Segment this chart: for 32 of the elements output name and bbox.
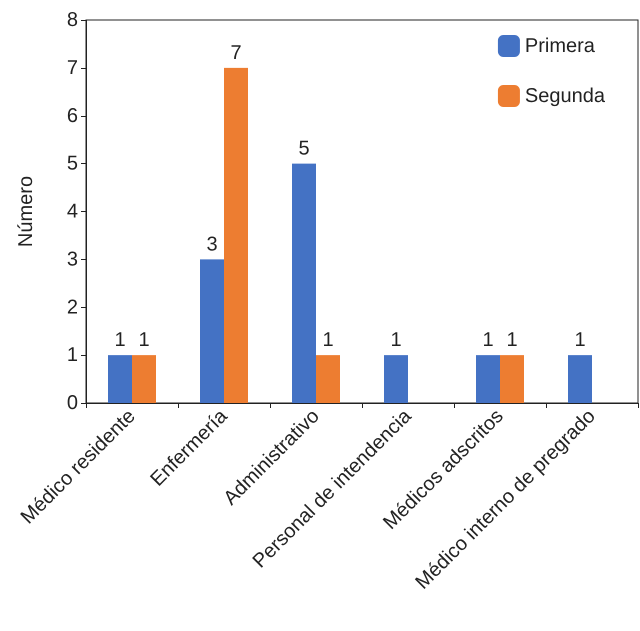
y-tick-label: 3 bbox=[66, 248, 78, 270]
data-label: 1 bbox=[322, 329, 334, 352]
bar bbox=[132, 355, 156, 403]
bar bbox=[200, 259, 224, 403]
data-label: 7 bbox=[230, 42, 242, 64]
bar bbox=[476, 355, 500, 403]
bar bbox=[316, 355, 340, 403]
y-tick-label: 1 bbox=[66, 344, 78, 366]
y-axis-title: Número bbox=[15, 176, 37, 248]
y-tick-label: 8 bbox=[66, 9, 78, 31]
y-tick-label: 5 bbox=[66, 152, 78, 175]
data-label: 3 bbox=[206, 233, 218, 256]
legend-label: Segunda bbox=[524, 85, 606, 107]
y-tick-label: 0 bbox=[66, 392, 78, 414]
bar bbox=[292, 164, 316, 403]
y-tick-label: 6 bbox=[66, 104, 78, 127]
data-label: 1 bbox=[482, 329, 494, 352]
bar bbox=[224, 68, 248, 403]
bar bbox=[108, 355, 132, 403]
y-tick-label: 4 bbox=[66, 200, 78, 222]
bar bbox=[568, 355, 592, 403]
legend-label: Primera bbox=[524, 35, 596, 57]
bar bbox=[384, 355, 408, 403]
y-tick-label: 7 bbox=[66, 56, 78, 79]
data-label: 1 bbox=[574, 329, 586, 352]
data-label: 1 bbox=[114, 329, 126, 352]
bar bbox=[500, 355, 524, 403]
y-tick-label: 2 bbox=[66, 296, 78, 318]
data-label: 1 bbox=[390, 329, 402, 352]
data-label: 1 bbox=[506, 329, 518, 352]
data-label: 1 bbox=[138, 329, 150, 352]
data-label: 5 bbox=[298, 138, 310, 160]
